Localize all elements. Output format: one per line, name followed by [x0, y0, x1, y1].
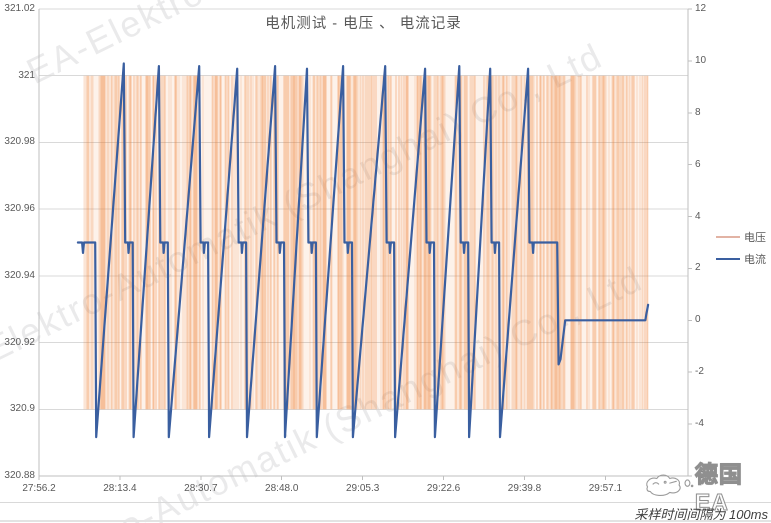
x-tick-label: 28:30.7	[184, 483, 218, 494]
y-left-tick-label: 320.96	[4, 203, 35, 215]
y-left-tick-label: 321	[18, 69, 35, 81]
x-tick-label: 29:05.3	[345, 483, 380, 494]
y-right-tick-label: 12	[695, 3, 707, 14]
y-right-tick-label: 0	[695, 314, 701, 326]
y-right-tick-label: -6	[695, 470, 704, 481]
y-left-tick-label: 320.88	[4, 470, 35, 481]
x-tick-label: 27:56.2	[22, 483, 56, 494]
x-tick-label: 29:57.1	[588, 483, 623, 494]
y-left-tick-label: 320.9	[9, 403, 35, 415]
legend-item-current: 电流	[716, 251, 766, 267]
x-tick-label: 28:13.4	[103, 483, 137, 494]
sample-interval-note: 采样时间间隔为 100ms	[634, 507, 768, 522]
y-right-tick-label: 2	[695, 262, 701, 274]
x-tick-label: 29:39.8	[507, 483, 542, 494]
legend-current-label: 电流	[744, 254, 766, 266]
x-tick-label: 29:22.6	[426, 483, 461, 494]
x-tick-label: 28:48.0	[265, 483, 299, 494]
y-left-tick-label: 320.94	[4, 269, 35, 281]
legend-voltage-label: 电压	[744, 232, 766, 244]
y-right-tick-label: -4	[695, 418, 704, 430]
footer-divider	[0, 502, 771, 503]
y-right-tick-label: 10	[695, 54, 707, 66]
bird-sketch-icon	[646, 474, 694, 497]
brand-text: 德国EA	[694, 460, 743, 515]
y-right-tick-label: -2	[695, 366, 704, 378]
voltage-line-swatch	[716, 236, 740, 238]
legend: 电压 电流	[716, 229, 766, 267]
brand-logo: 德国EA	[641, 460, 771, 515]
legend-item-voltage: 电压	[716, 229, 766, 245]
y-left-tick-label: 320.98	[4, 136, 35, 148]
current-line-swatch	[716, 257, 740, 261]
chart-title: 电机测试 - 电压 、 电流记录	[265, 16, 462, 32]
bottom-edge	[0, 520, 771, 522]
y-left-tick-label: 320.92	[4, 336, 35, 348]
y-left-tick-label: 321.02	[4, 3, 35, 14]
y-right-tick-label: 6	[695, 158, 701, 170]
y-right-tick-label: 4	[695, 210, 701, 222]
y-right-tick-label: 8	[695, 106, 701, 118]
